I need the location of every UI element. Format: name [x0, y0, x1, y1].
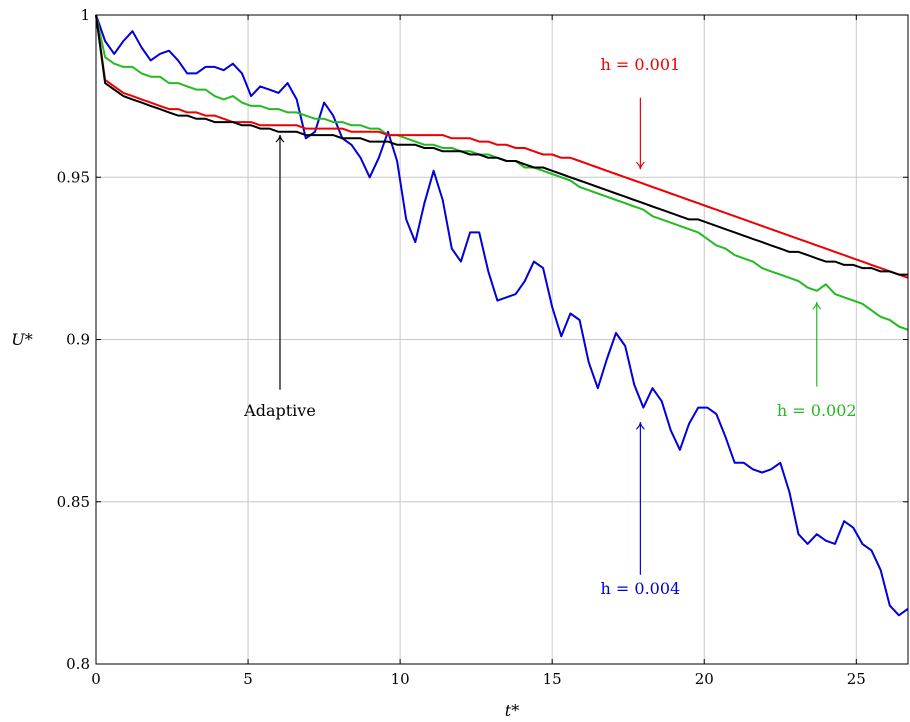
y-tick-label-0: 0.8: [66, 655, 90, 673]
annotation-label-3: Adaptive: [243, 401, 316, 420]
annotation-label-1: h = 0.002: [777, 401, 857, 420]
y-tick-label-1: 0.85: [57, 493, 90, 511]
grid-lines: [96, 15, 908, 664]
y-axis-label: U*: [11, 330, 32, 349]
x-tick-label-5: 25: [847, 670, 866, 688]
tick-marks: 0 5 10 15 20 25 0.8 0.85 0.9 0.95 1: [57, 6, 908, 688]
x-tick-label-2: 10: [391, 670, 410, 688]
x-tick-label-3: 15: [543, 670, 562, 688]
series-line-1: [96, 15, 908, 330]
annotation-label-0: h = 0.001: [601, 55, 681, 74]
y-tick-label-4: 1: [80, 6, 90, 24]
series-lines: [96, 15, 908, 615]
x-tick-label-4: 20: [695, 670, 714, 688]
x-tick-label-0: 0: [91, 670, 101, 688]
annotation-label-2: h = 0.004: [601, 579, 681, 598]
y-tick-label-3: 0.95: [57, 168, 90, 186]
series-line-2: [96, 15, 908, 278]
x-tick-label-1: 5: [243, 670, 253, 688]
x-axis-label: t*: [505, 701, 519, 720]
y-tick-label-2: 0.9: [66, 331, 90, 349]
series-line-0: [96, 15, 908, 615]
